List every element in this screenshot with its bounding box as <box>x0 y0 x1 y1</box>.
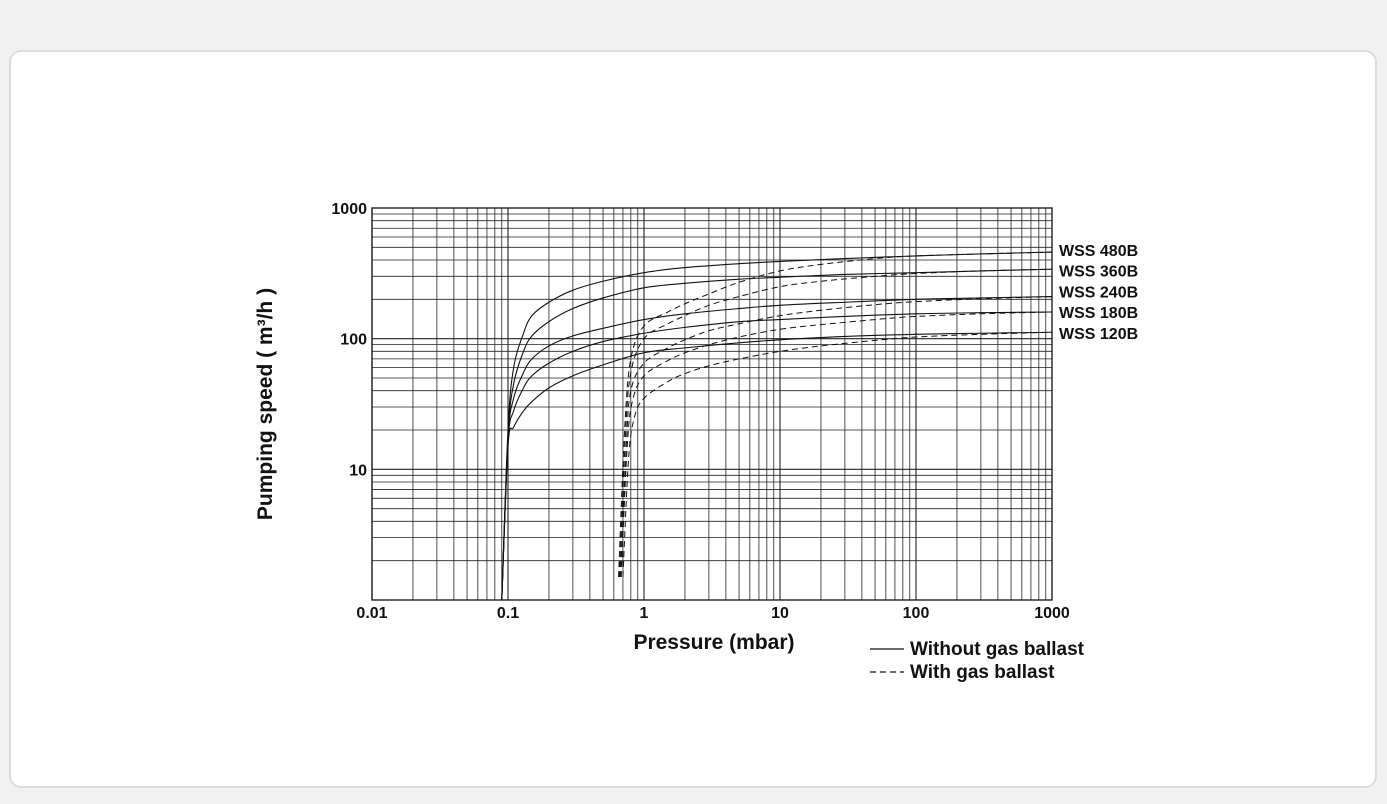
grid <box>371 207 1053 601</box>
x-tick-label: 1000 <box>1034 605 1070 622</box>
series-label-wss-180b: WSS 180B <box>1059 305 1138 322</box>
series-label-wss-360b: WSS 360B <box>1059 264 1138 281</box>
series-label-wss-120b: WSS 120B <box>1059 326 1138 343</box>
curve-wss-240b-with-gas-ballast <box>619 296 1053 578</box>
plot-frame <box>371 207 1053 601</box>
y-tick-label: 100 <box>340 332 367 349</box>
y-tick-label: 10 <box>349 462 367 479</box>
curves <box>501 251 1053 601</box>
curve-wss-480b-without-gas-ballast <box>501 251 1053 601</box>
x-axis-title: Pressure (mbar) <box>633 631 794 654</box>
series-label-wss-480b: WSS 480B <box>1059 243 1138 260</box>
legend: Without gas ballast With gas ballast <box>870 639 1085 683</box>
curve-wss-360b-with-gas-ballast <box>618 268 1053 578</box>
x-tick-label: 100 <box>903 605 930 622</box>
tick-labels: 0.01 0.1 1 10 100 1000 10 100 1000 <box>331 201 1069 622</box>
x-tick-label: 10 <box>771 605 789 622</box>
legend-label-without-gas-ballast: Without gas ballast <box>910 639 1085 660</box>
x-tick-label: 0.1 <box>497 605 519 622</box>
y-tick-label: 1000 <box>331 201 367 218</box>
curve-wss-240b-without-gas-ballast <box>501 296 1053 601</box>
curve-wss-120b-with-gas-ballast <box>622 331 1053 578</box>
curve-wss-180b-without-gas-ballast <box>501 311 1053 601</box>
curve-wss-180b-with-gas-ballast <box>620 311 1053 578</box>
series-label-wss-240b: WSS 240B <box>1059 284 1138 301</box>
curve-wss-120b-without-gas-ballast <box>501 331 1053 601</box>
x-tick-label: 1 <box>640 605 649 622</box>
legend-label-with-gas-ballast: With gas ballast <box>910 662 1055 683</box>
series-labels: WSS 480B WSS 360B WSS 240B WSS 180B WSS 120B <box>1059 243 1138 343</box>
chart-card <box>9 50 1377 788</box>
curve-wss-480b-with-gas-ballast <box>618 251 1053 578</box>
x-tick-label: 0.01 <box>356 605 387 622</box>
curve-wss-360b-without-gas-ballast <box>501 268 1053 601</box>
y-axis-title: Pumping speed ( m³/h ) <box>254 288 277 520</box>
